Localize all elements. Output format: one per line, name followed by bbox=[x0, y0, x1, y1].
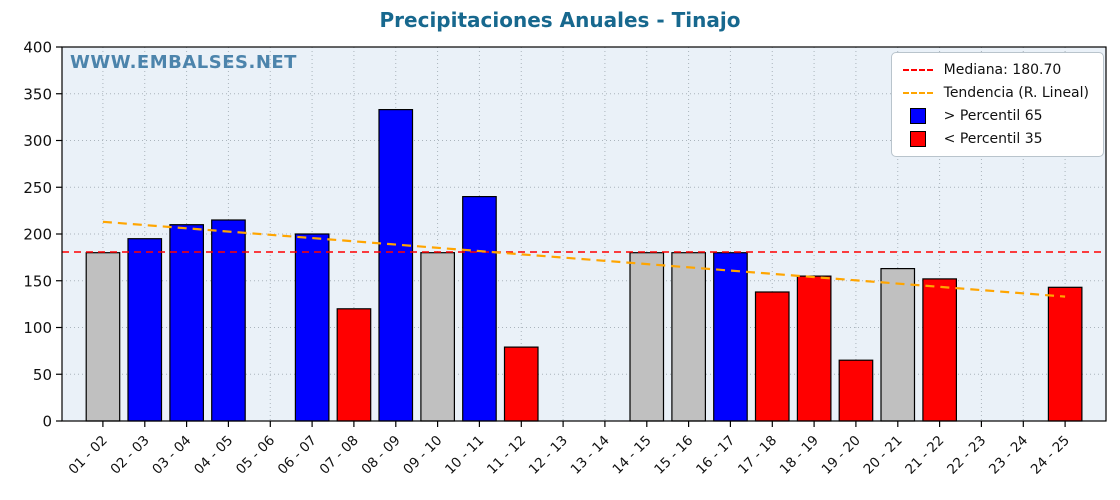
legend: Mediana: 180.70 Tendencia (R. Lineal) > … bbox=[890, 52, 1104, 157]
bar-04-05 bbox=[211, 219, 246, 422]
x-tick-label: 03 - 04 bbox=[149, 433, 194, 478]
x-tick-label: 21 - 22 bbox=[902, 433, 947, 478]
y-tick-label: 250 bbox=[23, 179, 52, 197]
legend-item-p35: < Percentil 35 bbox=[902, 131, 1089, 147]
y-tick-label: 300 bbox=[23, 132, 52, 150]
legend-item-p65: > Percentil 65 bbox=[902, 108, 1089, 124]
x-tick-label: 16 - 17 bbox=[693, 433, 738, 478]
x-tick-label: 14 - 15 bbox=[610, 433, 655, 478]
legend-label-p35: < Percentil 35 bbox=[943, 131, 1043, 147]
trend-dash-icon bbox=[902, 92, 934, 94]
bar-10-11 bbox=[462, 196, 497, 422]
bar-18-19 bbox=[796, 275, 832, 422]
x-tick-label: 15 - 16 bbox=[651, 433, 696, 478]
bar-07-08 bbox=[336, 308, 372, 422]
x-tick-label: 10 - 11 bbox=[442, 433, 487, 478]
y-tick-label: 150 bbox=[23, 272, 52, 290]
x-tick-label: 06 - 07 bbox=[275, 433, 320, 478]
x-tick-label: 23 - 24 bbox=[986, 433, 1031, 478]
x-tick-label: 05 - 06 bbox=[233, 433, 278, 478]
median-dash-icon bbox=[902, 69, 934, 71]
chart-title: Precipitaciones Anuales - Tinajo bbox=[379, 8, 741, 32]
x-tick-label: 22 - 23 bbox=[944, 433, 989, 478]
y-tick-label: 200 bbox=[23, 226, 52, 244]
legend-item-tendencia: Tendencia (R. Lineal) bbox=[902, 85, 1089, 101]
trend-line bbox=[102, 220, 1066, 298]
x-tick-label: 20 - 21 bbox=[861, 433, 906, 478]
bar-06-07 bbox=[294, 233, 330, 422]
x-tick-label: 11 - 12 bbox=[484, 433, 529, 478]
y-tick-label: 100 bbox=[23, 319, 52, 337]
y-tick-label: 0 bbox=[42, 413, 52, 431]
bar-16-17 bbox=[713, 252, 748, 422]
x-tick-label: 18 - 19 bbox=[777, 433, 822, 478]
legend-label-tendencia: Tendencia (R. Lineal) bbox=[943, 85, 1089, 101]
p65-swatch-icon bbox=[902, 108, 934, 124]
bar-03-04 bbox=[169, 224, 204, 422]
x-tick-label: 02 - 03 bbox=[108, 433, 153, 478]
bar-20-21 bbox=[880, 268, 916, 422]
bar-19-20 bbox=[838, 359, 874, 422]
x-tick-label: 09 - 10 bbox=[400, 433, 445, 478]
bar-24-25 bbox=[1047, 286, 1083, 422]
legend-item-mediana: Mediana: 180.70 bbox=[902, 62, 1089, 78]
legend-label-mediana: Mediana: 180.70 bbox=[943, 62, 1062, 78]
p35-swatch-icon bbox=[902, 131, 934, 147]
bar-21-22 bbox=[922, 278, 958, 422]
x-tick-label: 17 - 18 bbox=[735, 433, 780, 478]
x-tick-label: 24 - 25 bbox=[1028, 433, 1073, 478]
x-tick-label: 07 - 08 bbox=[317, 433, 362, 478]
bar-15-16 bbox=[671, 252, 707, 422]
watermark-text: WWW.EMBALSES.NET bbox=[70, 52, 297, 73]
x-tick-label: 08 - 09 bbox=[359, 433, 404, 478]
bar-01-02 bbox=[85, 252, 121, 422]
legend-label-p65: > Percentil 65 bbox=[943, 108, 1043, 124]
x-tick-label: 19 - 20 bbox=[819, 433, 864, 478]
bar-11-12 bbox=[503, 346, 539, 422]
bar-02-03 bbox=[127, 238, 163, 422]
x-tick-label: 13 - 14 bbox=[568, 433, 613, 478]
bar-17-18 bbox=[754, 291, 790, 422]
x-tick-label: 12 - 13 bbox=[526, 433, 571, 478]
y-tick-label: 50 bbox=[33, 366, 52, 384]
bar-14-15 bbox=[629, 252, 665, 422]
x-tick-label: 01 - 02 bbox=[66, 433, 111, 478]
bar-08-09 bbox=[378, 108, 414, 422]
y-tick-label: 400 bbox=[23, 39, 52, 57]
x-tick-label: 04 - 05 bbox=[191, 433, 236, 478]
bar-09-10 bbox=[420, 252, 455, 422]
y-tick-label: 350 bbox=[23, 85, 52, 103]
